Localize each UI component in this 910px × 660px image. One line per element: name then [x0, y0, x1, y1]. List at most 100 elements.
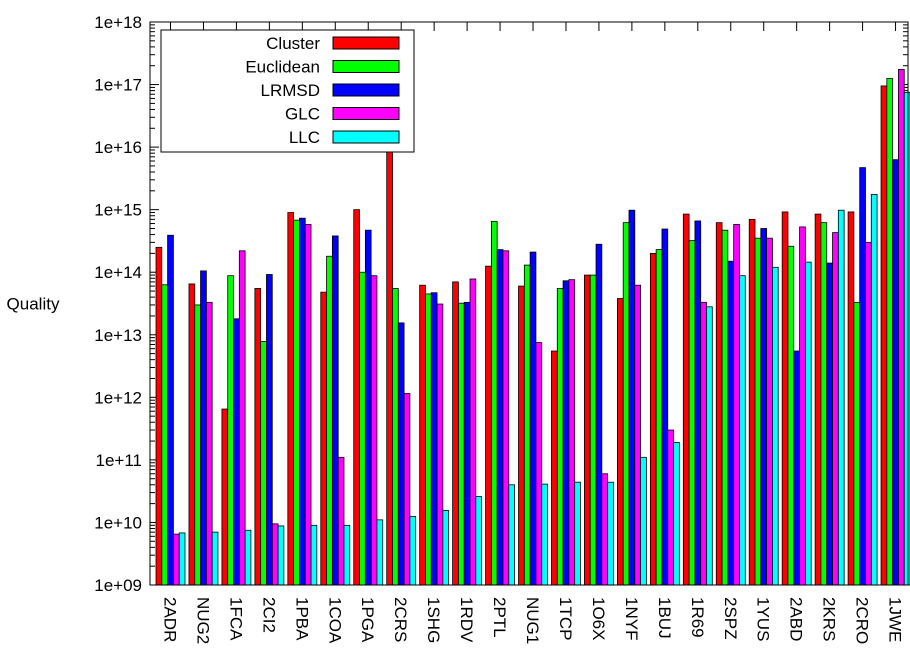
- bar-glc-1r69: [700, 301, 707, 586]
- y-tick-label: 1e+13: [94, 326, 142, 345]
- bar-llc-1fca: [244, 529, 252, 586]
- bar-glc-1pba: [304, 224, 312, 586]
- bar-euclidean-1o6x: [589, 274, 597, 586]
- bar-lrmsd-2abd: [793, 350, 800, 586]
- bar-glc-nug1: [535, 342, 543, 586]
- y-tick-label: 1e+16: [94, 138, 142, 157]
- bar-glc-nug2: [205, 301, 213, 586]
- bar-llc-1coa: [343, 524, 351, 586]
- bar-lrmsd-2ci2: [266, 274, 273, 586]
- bar-cluster-1buj: [649, 252, 657, 586]
- bar-llc-1r69: [706, 306, 713, 586]
- bar-llc-1pga: [376, 519, 384, 586]
- bar-lrmsd-2ptl: [496, 249, 504, 586]
- bar-lrmsd-1rdv: [463, 301, 471, 586]
- bar-cluster-2adr: [155, 246, 163, 586]
- bar-glc-2spz: [733, 224, 740, 586]
- bar-glc-1pga: [370, 275, 378, 586]
- bar-cluster-1pba: [287, 212, 295, 586]
- bar-lrmsd-1jwe: [892, 159, 899, 586]
- y-tick-label: 1e+11: [96, 451, 142, 470]
- legend-swatch: [332, 107, 400, 120]
- x-tick-label: NUG2: [193, 597, 212, 644]
- legend-label: Cluster: [266, 34, 320, 53]
- bar-cluster-2ptl: [485, 265, 492, 586]
- bar-llc-1rdv: [475, 496, 483, 586]
- bar-llc-2spz: [739, 275, 746, 586]
- x-tick-labels: 2ADR NUG2 1FCA 2CI2 1PBA 1COA 1PGA 2CRS 1SHG 1RDV…: [161, 597, 905, 644]
- bar-cluster-1tcp: [551, 350, 558, 586]
- bar-llc-2crs: [409, 515, 417, 586]
- bar-llc-nug1: [541, 483, 548, 586]
- bar-euclidean-2adr: [161, 284, 169, 586]
- bar-llc-1o6x: [607, 481, 614, 586]
- bar-llc-1pba: [310, 524, 318, 586]
- bar-lrmsd-1o6x: [595, 243, 603, 586]
- bar-lrmsd-1pba: [299, 217, 306, 586]
- x-tick-label: 1PBA: [292, 597, 311, 641]
- x-tick-label: 2CRO: [853, 597, 872, 644]
- bar-euclidean-1buj: [655, 249, 663, 586]
- y-tick-label: 1e+09: [94, 576, 142, 595]
- bar-glc-1jwe: [898, 68, 905, 586]
- y-axis-label: Quality: [7, 295, 60, 314]
- bar-euclidean-1tcp: [556, 288, 564, 586]
- bar-euclidean-2crs: [392, 288, 399, 586]
- bar-lrmsd-2adr: [167, 234, 174, 586]
- bar-cluster-1fca: [221, 408, 229, 586]
- bar-cluster-1yus: [748, 218, 756, 586]
- bar-euclidean-1jwe: [886, 78, 894, 586]
- y-tick-label: 1e+12: [94, 388, 142, 407]
- bar-llc-1yus: [772, 266, 779, 586]
- bar-euclidean-1nyf: [622, 222, 630, 586]
- bar-lrmsd-2spz: [727, 260, 735, 586]
- bar-lrmsd-1fca: [233, 318, 240, 586]
- bar-euclidean-2abd: [787, 245, 795, 586]
- bar-lrmsd-1yus: [760, 228, 768, 586]
- bar-euclidean-2spz: [721, 229, 729, 586]
- bar-cluster-1jwe: [880, 85, 888, 586]
- bar-glc-1buj: [667, 429, 674, 586]
- y-tick-label: 1e+10: [94, 513, 142, 532]
- bar-cluster-2spz: [715, 222, 723, 586]
- bar-euclidean-2ptl: [490, 220, 498, 586]
- bar-glc-1yus: [766, 237, 773, 586]
- x-tick-label: 1BUJ: [655, 597, 674, 639]
- bar-euclidean-nug2: [194, 304, 201, 586]
- bar-llc-2abd: [804, 261, 812, 586]
- bar-cluster-nug2: [188, 283, 196, 586]
- x-tick-label: NUG1: [523, 597, 542, 644]
- bar-glc-2krs: [832, 232, 839, 586]
- bar-cluster-2crs: [386, 84, 393, 586]
- bar-lrmsd-nug2: [200, 270, 207, 586]
- y-tick-label: 1e+14: [94, 263, 142, 282]
- bar-lrmsd-1shg: [430, 292, 438, 586]
- legend-swatch: [332, 83, 400, 97]
- bar-cluster-1pga: [353, 209, 360, 586]
- bar-euclidean-1pba: [293, 219, 300, 586]
- bar-euclidean-nug1: [523, 264, 531, 586]
- plot-frame: [149, 21, 909, 586]
- bar-cluster-nug1: [518, 285, 525, 586]
- y-tick-labels: 1e+09 1e+10 1e+11 1e+12 1e+13 1e+14 1e+15 1e+16…: [94, 13, 142, 595]
- bar-glc-2cro: [865, 241, 872, 586]
- legend-label: LRMSD: [260, 81, 320, 100]
- x-tick-label: 2CRS: [391, 597, 410, 642]
- bar-lrmsd-1pga: [364, 229, 372, 586]
- bar-glc-2ptl: [502, 250, 510, 586]
- bar-euclidean-1fca: [227, 275, 234, 586]
- legend-swatch: [332, 36, 400, 50]
- bar-llc-2ptl: [508, 484, 515, 586]
- x-tick-label: 1SHG: [424, 597, 443, 643]
- bar-cluster-1shg: [419, 284, 426, 586]
- bar-cluster-2krs: [814, 213, 822, 586]
- bar-glc-1o6x: [601, 473, 609, 586]
- bar-llc-1shg: [442, 510, 450, 586]
- bar-euclidean-1rdv: [458, 302, 465, 586]
- x-tick-label: 1JWE: [886, 597, 905, 642]
- x-tick-label: 2PTL: [490, 597, 509, 638]
- bar-cluster-1r69: [682, 213, 690, 586]
- bar-cluster-2cro: [847, 211, 855, 586]
- bar-llc-2cro: [870, 194, 878, 586]
- bar-llc-2ci2: [277, 525, 285, 586]
